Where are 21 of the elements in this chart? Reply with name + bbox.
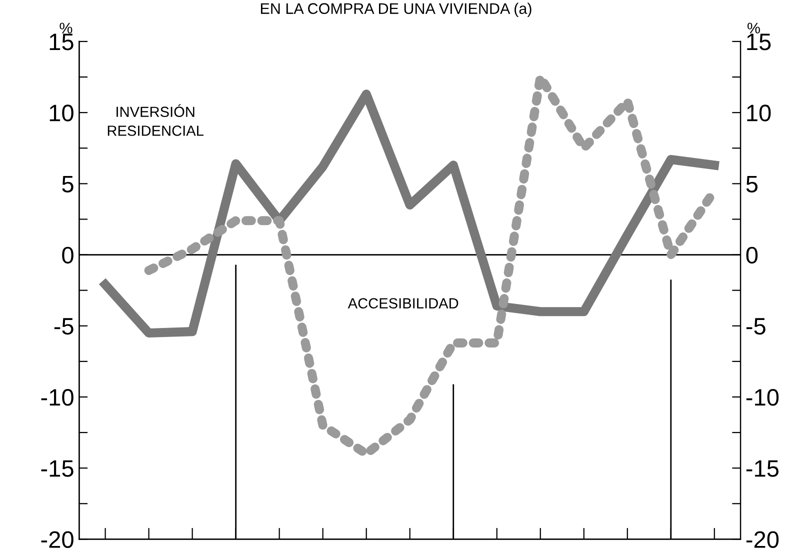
y2-tick-label: -15: [746, 460, 779, 477]
y-tick-label: -15: [41, 460, 74, 477]
y-tick-label: -20: [41, 531, 74, 548]
y2-axis-title: %: [748, 22, 760, 34]
y-tick-label: 5: [62, 176, 74, 192]
y2-tick-label: -20: [746, 531, 779, 548]
chart-title: EN LA COMPRA DE UNA VIVIENDA (a): [260, 2, 532, 17]
text: INVERSIÓN RESIDENCIAL: [108, 104, 204, 136]
y2-tick-label: 0: [746, 246, 758, 264]
y2-tick-label: -10: [746, 389, 779, 406]
y-tick-label: 0: [62, 246, 74, 264]
y-tick-label: 10: [50, 104, 74, 122]
y2-tick-label: 5: [746, 176, 758, 192]
y2-tick-label: -5: [746, 318, 766, 335]
y-tick-label: 15: [50, 34, 74, 50]
y2-tick-label: 10: [747, 104, 771, 122]
text: ACCESIBILIDAD: [348, 298, 458, 308]
y-tick-label: -5: [54, 318, 74, 335]
y2-tick-label: 15: [747, 34, 771, 50]
y-tick-label: -10: [41, 389, 74, 406]
y-axis-title: %: [60, 22, 72, 34]
